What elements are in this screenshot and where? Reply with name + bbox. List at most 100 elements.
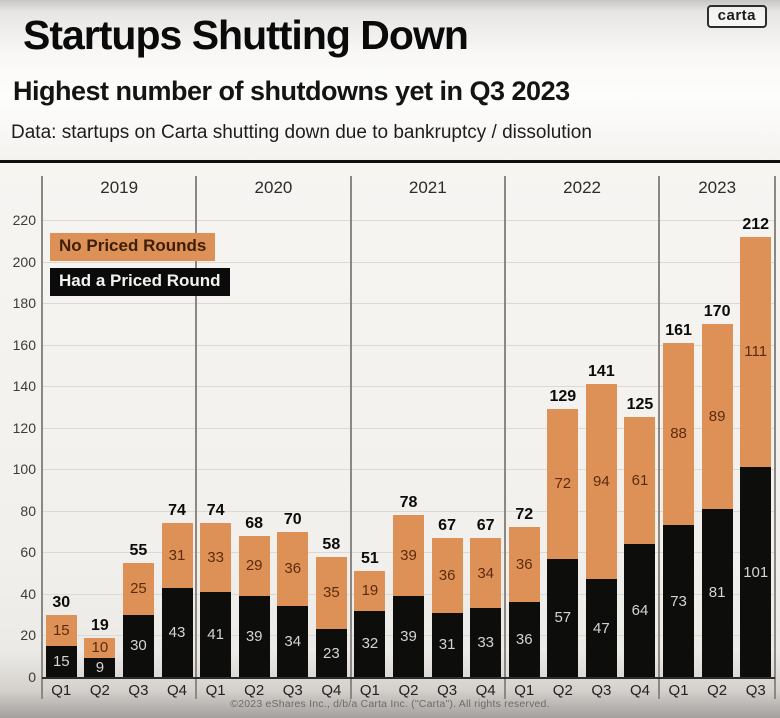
segment-value: 47 [593, 619, 610, 637]
segment-value: 111 [744, 343, 768, 361]
gridline [42, 427, 775, 429]
gridline [42, 510, 775, 512]
segment-value: 72 [554, 475, 572, 493]
segment-value: 36 [515, 631, 533, 649]
x-axis-line [42, 677, 775, 679]
bar-segment-no-priced-2021-Q1: 19 [354, 571, 386, 611]
bar-segment-had-priced-2019-Q1: 15 [45, 645, 77, 677]
bar-segment-no-priced-2021-Q2: 39 [393, 514, 424, 596]
bar-segment-no-priced-2019-Q4: 31 [161, 523, 193, 588]
segment-value: 81 [708, 584, 726, 602]
bar-segment-no-priced-2019-Q3: 25 [122, 562, 154, 615]
segment-value: 41 [207, 625, 224, 643]
bar-segment-no-priced-2020-Q2: 29 [238, 535, 270, 596]
total-label-2019-Q4: 74 [168, 502, 186, 520]
total-label-2023-Q1: 161 [665, 321, 692, 339]
bar-segment-no-priced-2023-Q3: 111 [740, 236, 772, 468]
y-axis-tick-label: 20 [20, 627, 36, 644]
bar-segment-no-priced-2020-Q4: 35 [315, 556, 347, 630]
y-axis-tick-label: 120 [12, 419, 36, 436]
carta-logo: carta [706, 5, 767, 28]
bar-segment-had-priced-2020-Q1: 41 [200, 591, 232, 677]
total-label-2020-Q3: 70 [283, 510, 302, 528]
gridline [42, 220, 775, 221]
segment-value: 73 [670, 592, 687, 610]
x-axis-quarter-label: Q3 [128, 682, 149, 699]
y-axis-tick-label: 40 [20, 585, 36, 602]
bar-segment-had-priced-2023-Q3: 101 [740, 467, 772, 677]
bar-segment-no-priced-2023-Q2: 89 [701, 323, 733, 509]
legend-had-priced-round: Had a Priced Round [50, 268, 230, 296]
x-axis-quarter-label: Q3 [591, 682, 612, 699]
segment-value: 29 [245, 557, 263, 575]
x-axis-quarter-label: Q1 [359, 682, 380, 699]
year-divider-line [774, 176, 776, 699]
x-axis-quarter-label: Q3 [282, 682, 303, 699]
bar-segment-no-priced-2021-Q3: 36 [431, 537, 463, 613]
segment-value: 43 [168, 623, 186, 641]
total-label-2021-Q1: 51 [361, 550, 379, 568]
bar-segment-had-priced-2021-Q4: 33 [470, 608, 502, 677]
bar-segment-had-priced-2022-Q1: 36 [508, 602, 540, 677]
total-label-2021-Q4: 67 [476, 516, 495, 534]
total-label-2023-Q2: 170 [703, 302, 731, 320]
segment-value: 36 [438, 566, 456, 584]
y-axis-tick-label: 220 [12, 212, 36, 228]
bar-segment-had-priced-2021-Q2: 39 [393, 595, 424, 677]
segment-value: 19 [361, 582, 379, 600]
bar-segment-had-priced-2022-Q2: 57 [547, 558, 579, 677]
segment-value: 25 [130, 580, 147, 598]
gridline [42, 344, 775, 346]
header: Startups Shutting Down Highest number of… [0, 0, 780, 160]
x-axis-quarter-label: Q1 [514, 682, 535, 699]
segment-value: 39 [400, 627, 417, 645]
segment-value: 61 [631, 472, 649, 490]
segment-value: 34 [284, 633, 302, 651]
total-label-2020-Q2: 68 [245, 514, 264, 532]
y-axis-tick-label: 180 [12, 295, 36, 312]
segment-value: 88 [670, 425, 687, 443]
bar-segment-had-priced-2019-Q2: 9 [84, 658, 116, 677]
bar-segment-had-priced-2023-Q1: 73 [663, 525, 695, 677]
bar-segment-no-priced-2021-Q4: 34 [470, 537, 502, 609]
total-label-2022-Q4: 125 [626, 396, 654, 414]
segment-value: 15 [52, 652, 70, 670]
total-label-2021-Q3: 67 [438, 516, 456, 534]
y-axis-tick-label: 100 [12, 461, 36, 478]
x-axis-quarter-label: Q2 [707, 682, 728, 699]
segment-value: 30 [130, 637, 147, 655]
segment-value: 64 [631, 602, 649, 620]
segment-value: 33 [207, 549, 224, 567]
total-label-2019-Q3: 55 [129, 541, 148, 559]
bar-segment-had-priced-2020-Q2: 39 [238, 595, 270, 677]
segment-value: 36 [515, 556, 533, 574]
total-label-2022-Q1: 72 [515, 506, 534, 524]
segment-value: 23 [322, 644, 340, 662]
y-axis-tick-label: 80 [20, 502, 36, 519]
segment-value: 57 [554, 609, 572, 627]
x-axis-quarter-label: Q4 [475, 682, 496, 699]
total-label-2020-Q1: 74 [206, 502, 225, 520]
legend-no-priced-rounds: No Priced Rounds [50, 233, 216, 261]
x-axis-quarter-label: Q3 [437, 682, 458, 699]
bar-segment-no-priced-2019-Q2: 10 [84, 637, 116, 659]
bar-segment-no-priced-2022-Q4: 61 [624, 417, 656, 545]
year-divider-line [349, 176, 352, 699]
total-label-2022-Q3: 141 [588, 363, 615, 381]
bar-segment-no-priced-2023-Q1: 88 [663, 342, 695, 526]
total-label-2022-Q2: 129 [549, 388, 577, 406]
bar-segment-no-priced-2022-Q1: 36 [508, 527, 540, 603]
segment-value: 94 [593, 473, 610, 491]
bar-segment-had-priced-2019-Q4: 43 [161, 587, 193, 677]
bar-segment-no-priced-2022-Q3: 94 [585, 384, 617, 580]
year-divider-line [195, 176, 198, 699]
chart-plot: No Priced Rounds Had a Priced Round ©202… [0, 163, 780, 718]
x-axis-quarter-label: Q2 [244, 682, 265, 699]
x-axis-quarter-label: Q1 [51, 682, 72, 699]
bar-segment-had-priced-2020-Q3: 34 [277, 606, 309, 677]
segment-value: 31 [168, 546, 186, 564]
gridline [42, 386, 775, 388]
year-label: 2019 [100, 178, 139, 197]
year-label: 2022 [563, 178, 601, 197]
page-title: Startups Shutting Down [23, 12, 469, 58]
